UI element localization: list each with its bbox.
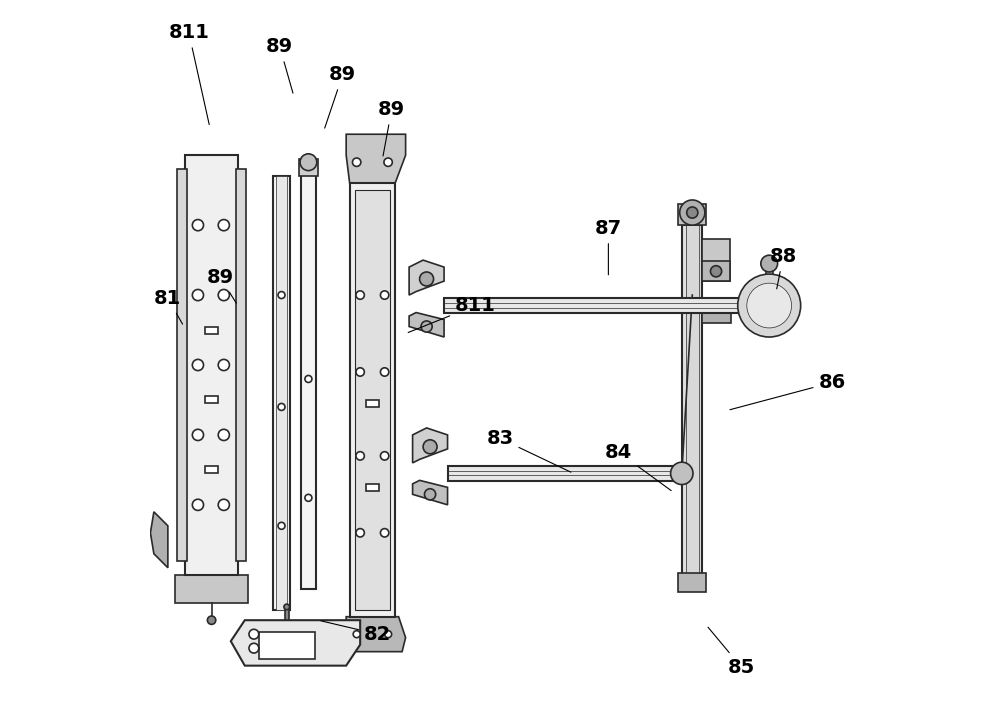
Polygon shape bbox=[409, 312, 444, 337]
Text: 83: 83 bbox=[486, 429, 571, 472]
Circle shape bbox=[192, 359, 204, 371]
Bar bbox=[702, 262, 730, 281]
Text: 84: 84 bbox=[605, 443, 671, 491]
Text: 89: 89 bbox=[207, 268, 236, 303]
Circle shape bbox=[192, 220, 204, 231]
Text: 89: 89 bbox=[325, 65, 356, 128]
Text: 81: 81 bbox=[154, 289, 183, 324]
Bar bbox=[273, 176, 290, 610]
Bar bbox=[355, 190, 390, 610]
Circle shape bbox=[207, 616, 216, 624]
Circle shape bbox=[278, 522, 285, 529]
Bar bbox=[702, 239, 730, 281]
Text: 89: 89 bbox=[378, 100, 405, 156]
Circle shape bbox=[249, 629, 259, 639]
Bar bbox=[444, 298, 762, 313]
Circle shape bbox=[249, 643, 259, 653]
Bar bbox=[686, 225, 699, 575]
Circle shape bbox=[305, 376, 312, 383]
Bar bbox=[301, 169, 316, 589]
Circle shape bbox=[747, 283, 792, 328]
Bar bbox=[366, 484, 379, 491]
Polygon shape bbox=[413, 480, 448, 505]
Circle shape bbox=[353, 630, 360, 637]
Circle shape bbox=[300, 154, 317, 171]
Polygon shape bbox=[150, 512, 168, 568]
Bar bbox=[350, 183, 395, 616]
Circle shape bbox=[218, 220, 229, 231]
Circle shape bbox=[421, 321, 432, 332]
Polygon shape bbox=[409, 260, 444, 295]
Bar bbox=[236, 169, 246, 561]
Bar bbox=[177, 169, 187, 561]
Circle shape bbox=[218, 430, 229, 440]
Bar bbox=[285, 607, 289, 619]
Text: 86: 86 bbox=[730, 373, 846, 410]
Text: 88: 88 bbox=[770, 247, 797, 289]
Circle shape bbox=[305, 494, 312, 501]
Bar bbox=[205, 326, 218, 333]
Circle shape bbox=[385, 630, 392, 637]
Circle shape bbox=[710, 265, 722, 277]
Circle shape bbox=[218, 499, 229, 510]
Circle shape bbox=[738, 274, 801, 337]
Polygon shape bbox=[413, 428, 448, 463]
Circle shape bbox=[218, 289, 229, 300]
Polygon shape bbox=[343, 616, 406, 651]
Bar bbox=[259, 632, 315, 658]
Circle shape bbox=[192, 430, 204, 440]
Circle shape bbox=[671, 462, 693, 484]
Circle shape bbox=[687, 207, 698, 218]
Circle shape bbox=[380, 451, 389, 460]
Circle shape bbox=[424, 489, 436, 500]
Bar bbox=[205, 466, 218, 473]
Bar bbox=[766, 267, 773, 312]
Circle shape bbox=[278, 404, 285, 411]
Circle shape bbox=[680, 200, 705, 225]
Circle shape bbox=[423, 439, 437, 453]
Polygon shape bbox=[231, 620, 360, 665]
Bar bbox=[205, 397, 218, 404]
Circle shape bbox=[380, 368, 389, 376]
Bar bbox=[678, 573, 706, 592]
Bar bbox=[702, 300, 731, 323]
Bar bbox=[366, 400, 379, 407]
Circle shape bbox=[420, 272, 434, 286]
Bar bbox=[448, 465, 682, 481]
Circle shape bbox=[356, 368, 364, 376]
Circle shape bbox=[356, 291, 364, 299]
Text: 811: 811 bbox=[408, 296, 496, 333]
Circle shape bbox=[192, 499, 204, 510]
Text: 811: 811 bbox=[168, 23, 209, 124]
Circle shape bbox=[356, 451, 364, 460]
Bar bbox=[276, 176, 287, 610]
Circle shape bbox=[380, 291, 389, 299]
Text: 82: 82 bbox=[321, 621, 391, 644]
Circle shape bbox=[761, 256, 778, 272]
Bar bbox=[682, 225, 702, 575]
Text: 87: 87 bbox=[595, 219, 622, 274]
Polygon shape bbox=[346, 134, 406, 183]
Bar bbox=[299, 159, 318, 176]
Circle shape bbox=[356, 529, 364, 537]
Circle shape bbox=[284, 604, 290, 610]
Bar bbox=[185, 155, 238, 575]
Text: 85: 85 bbox=[708, 627, 755, 677]
Text: 89: 89 bbox=[266, 37, 293, 93]
Circle shape bbox=[218, 359, 229, 371]
Circle shape bbox=[352, 158, 361, 166]
Circle shape bbox=[384, 158, 392, 166]
Bar bbox=[678, 204, 706, 225]
Circle shape bbox=[192, 289, 204, 300]
Circle shape bbox=[278, 291, 285, 298]
Circle shape bbox=[380, 529, 389, 537]
Polygon shape bbox=[175, 575, 248, 603]
